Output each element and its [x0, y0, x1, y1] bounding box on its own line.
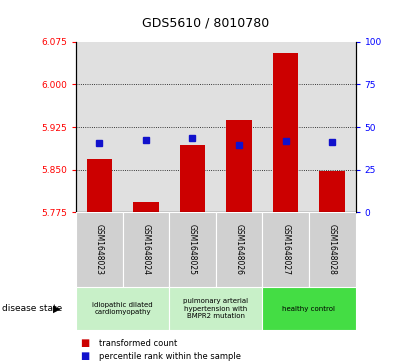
- Bar: [133, 202, 159, 212]
- Bar: [309, 212, 356, 287]
- Bar: [76, 287, 169, 330]
- Text: GDS5610 / 8010780: GDS5610 / 8010780: [142, 16, 269, 29]
- Bar: [76, 212, 122, 287]
- Text: disease state: disease state: [2, 304, 62, 313]
- Text: ■: ■: [80, 338, 90, 348]
- Text: GSM1648028: GSM1648028: [328, 224, 337, 275]
- Text: pulmonary arterial
hypertension with
BMPR2 mutation: pulmonary arterial hypertension with BMP…: [183, 298, 248, 319]
- Text: ■: ■: [80, 351, 90, 362]
- Bar: [319, 171, 345, 212]
- Text: GSM1648024: GSM1648024: [141, 224, 150, 275]
- Bar: [262, 287, 356, 330]
- Text: ▶: ▶: [53, 303, 61, 314]
- Text: percentile rank within the sample: percentile rank within the sample: [99, 352, 240, 361]
- Text: GSM1648025: GSM1648025: [188, 224, 197, 275]
- Bar: [262, 212, 309, 287]
- Text: GSM1648026: GSM1648026: [235, 224, 244, 275]
- Bar: [226, 120, 252, 212]
- Text: transformed count: transformed count: [99, 339, 177, 347]
- Bar: [169, 287, 262, 330]
- Bar: [169, 212, 216, 287]
- Bar: [87, 159, 112, 212]
- Text: idiopathic dilated
cardiomyopathy: idiopathic dilated cardiomyopathy: [92, 302, 153, 315]
- Text: healthy control: healthy control: [282, 306, 335, 311]
- Text: GSM1648027: GSM1648027: [281, 224, 290, 275]
- Bar: [216, 212, 262, 287]
- Text: GSM1648023: GSM1648023: [95, 224, 104, 275]
- Bar: [180, 145, 205, 212]
- Bar: [273, 53, 298, 212]
- Bar: [122, 212, 169, 287]
